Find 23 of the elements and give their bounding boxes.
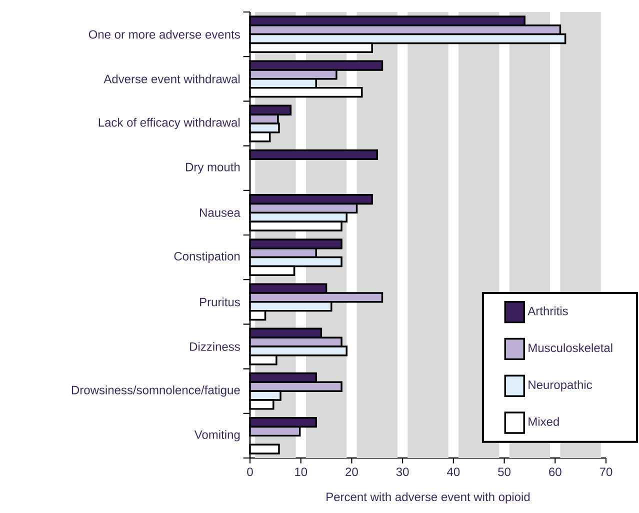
x-tick-label: 70 (600, 468, 612, 476)
x-axis-title: Percent with adverse event with opioid (326, 492, 530, 504)
y-tick-label: Drowsiness/somnolence/fatigue (72, 385, 240, 397)
y-tick-label: Vomiting (194, 430, 240, 442)
x-tick-label: 0 (247, 468, 253, 476)
y-tick-label: One or more adverse events (88, 30, 240, 39)
legend-label: Musculoskeletal (528, 343, 612, 352)
x-tick-label: 20 (346, 468, 358, 476)
legend-label: Mixed (528, 417, 559, 426)
y-tick-label: Dizziness (190, 342, 240, 351)
y-tick-label: Nausea (200, 208, 240, 217)
y-tick-label: Pruritus (200, 297, 240, 306)
x-tick-label: 30 (396, 468, 409, 476)
legend-label: Arthritis (528, 306, 568, 316)
x-tick-label: 40 (447, 468, 460, 476)
y-tick-label: Constipation (174, 252, 240, 263)
x-tick-label: 10 (295, 468, 308, 476)
y-tick-label: Dry mouth (186, 162, 240, 174)
x-tick-label: 50 (498, 468, 510, 476)
y-tick-label: Adverse event withdrawal (104, 74, 240, 84)
y-tick-label: Lack of efficacy withdrawal (98, 118, 240, 130)
legend-label: Neuropathic (528, 380, 592, 392)
x-tick-label: 60 (549, 468, 562, 476)
